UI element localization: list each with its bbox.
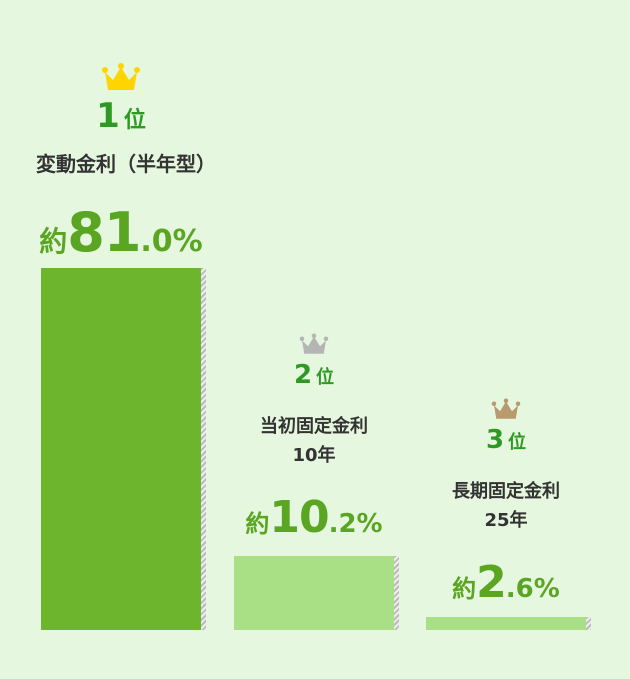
- bar-3: [426, 617, 586, 630]
- bar-shadow: [394, 556, 399, 630]
- crown-shape: [105, 67, 137, 90]
- label-line: 25年: [484, 510, 528, 531]
- value-int: 81: [67, 201, 141, 264]
- rank-suffix: 位: [508, 432, 527, 453]
- label-line: 10年: [292, 445, 336, 466]
- bar-1: [41, 268, 201, 630]
- rank-number: 1: [96, 96, 120, 136]
- value-int: 2: [476, 557, 507, 608]
- bar-shadow: [586, 617, 591, 630]
- data-label: 約81.0%: [36, 201, 206, 264]
- prefix: 約: [452, 575, 477, 603]
- rank-suffix: 位: [123, 108, 146, 133]
- data-label: 約2.6%: [421, 557, 591, 608]
- rank-number: 2: [293, 360, 313, 390]
- bar-shadow: [201, 268, 206, 630]
- label-line: 変動金利（半年型）: [36, 152, 216, 176]
- value-dec: .2%: [328, 509, 383, 539]
- bar-2: [234, 556, 394, 630]
- category-label: 変動金利（半年型）: [36, 150, 216, 179]
- prefix: 約: [39, 225, 68, 258]
- value-dec: .0%: [140, 224, 203, 259]
- rank-number: 3: [485, 425, 505, 455]
- label-line: 当初固定金利: [260, 416, 368, 437]
- category-label: 長期固定金利 25年: [421, 477, 591, 535]
- prefix: 約: [245, 510, 270, 538]
- category-label: 当初固定金利 10年: [229, 412, 399, 470]
- crown-icon: [102, 63, 140, 90]
- value-int: 10: [269, 492, 329, 543]
- data-label: 約10.2%: [229, 492, 399, 543]
- rank-suffix: 位: [316, 367, 335, 388]
- value-dec: .6%: [505, 574, 560, 604]
- crown-icon: [299, 333, 329, 354]
- label-line: 長期固定金利: [452, 481, 560, 502]
- crown-icon: [491, 398, 521, 419]
